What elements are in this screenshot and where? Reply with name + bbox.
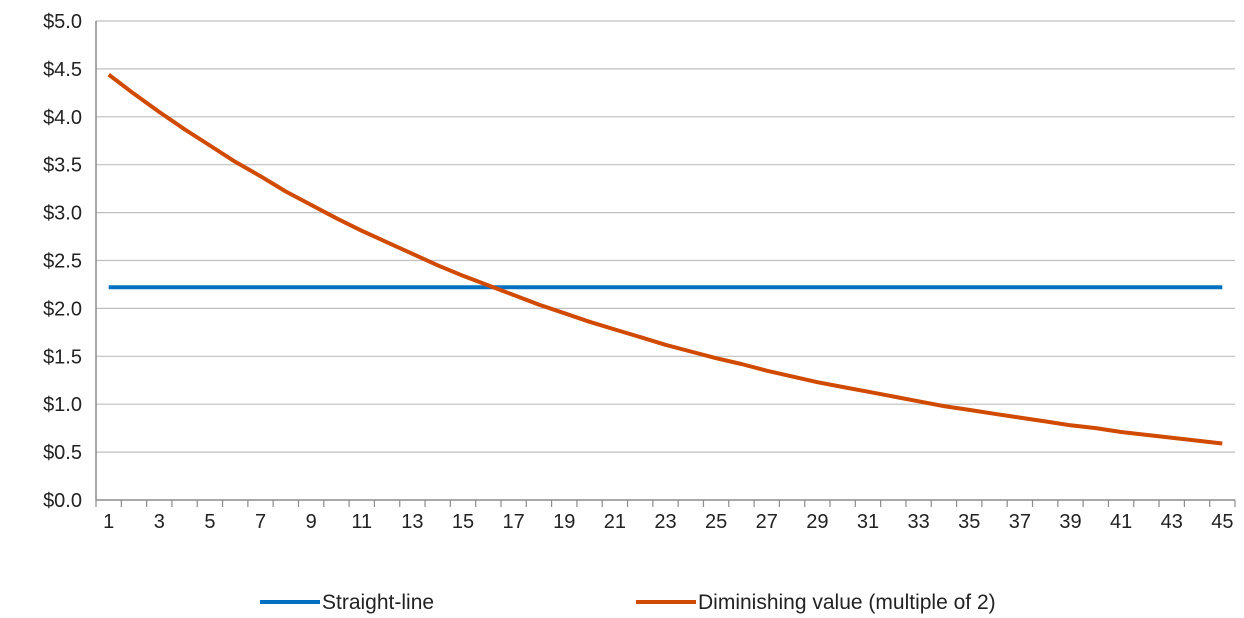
series-lines (107, 73, 1223, 446)
gridlines (96, 20, 1235, 453)
legend: Straight-line Diminishing value (multiple… (260, 591, 996, 614)
y-tick-label: $1.0 (43, 394, 82, 416)
x-tick-label: 9 (306, 511, 317, 533)
x-tick-label: 31 (857, 511, 879, 533)
y-tick-label: $5.0 (43, 11, 82, 33)
y-tick-label: $4.0 (43, 107, 82, 129)
y-tick-label: $0.0 (43, 490, 82, 512)
x-tick-label: 3 (154, 511, 165, 533)
y-tick-label: $3.0 (43, 203, 82, 225)
x-tick-label: 1 (103, 511, 114, 533)
x-tick-label: 43 (1161, 511, 1183, 533)
y-tick-label: $2.5 (43, 251, 82, 273)
x-tick-label: 19 (553, 511, 575, 533)
x-tick-label: 23 (654, 511, 676, 533)
x-tick-label: 7 (255, 511, 266, 533)
x-axis-ticks: 1 3 5 7 9 11 13 15 17 19 21 23 25 27 29 31 33 35 37 39 41 43 4… (95, 500, 1236, 533)
x-tick-label: 17 (503, 511, 525, 533)
y-tick-label: $2.0 (43, 298, 82, 320)
x-tick-label: 45 (1211, 511, 1233, 533)
y-axis-ticks: $0.0 $0.5 $1.0 $1.5 $2.0 $2.5 $3.0 $3.5 $4.0 $4.5… (43, 11, 82, 512)
x-tick-label: 13 (401, 511, 423, 533)
y-tick-label: $3.5 (43, 155, 82, 177)
x-tick-label: 35 (958, 511, 980, 533)
x-tick-label: 37 (1009, 511, 1031, 533)
x-tick-label: 21 (604, 511, 626, 533)
x-tick-label: 29 (806, 511, 828, 533)
series-line-1 (107, 73, 1223, 446)
y-tick-label: $4.5 (43, 59, 82, 81)
x-tick-label: 25 (705, 511, 727, 533)
x-tick-label: 39 (1059, 511, 1081, 533)
x-tick-label: 41 (1110, 511, 1132, 533)
y-tick-label: $0.5 (43, 442, 82, 464)
y-tick-label: $1.5 (43, 346, 82, 368)
legend-label-0: Straight-line (322, 591, 434, 614)
x-tick-label: 11 (351, 511, 372, 533)
x-tick-label: 27 (756, 511, 778, 533)
legend-label-1: Diminishing value (multiple of 2) (698, 591, 996, 614)
x-tick-label: 5 (204, 511, 215, 533)
x-tick-label: 33 (907, 511, 929, 533)
x-tick-label: 15 (452, 511, 474, 533)
axes (95, 21, 1235, 501)
